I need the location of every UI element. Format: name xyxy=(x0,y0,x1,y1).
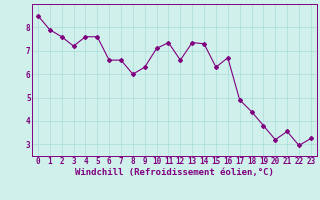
X-axis label: Windchill (Refroidissement éolien,°C): Windchill (Refroidissement éolien,°C) xyxy=(75,168,274,177)
